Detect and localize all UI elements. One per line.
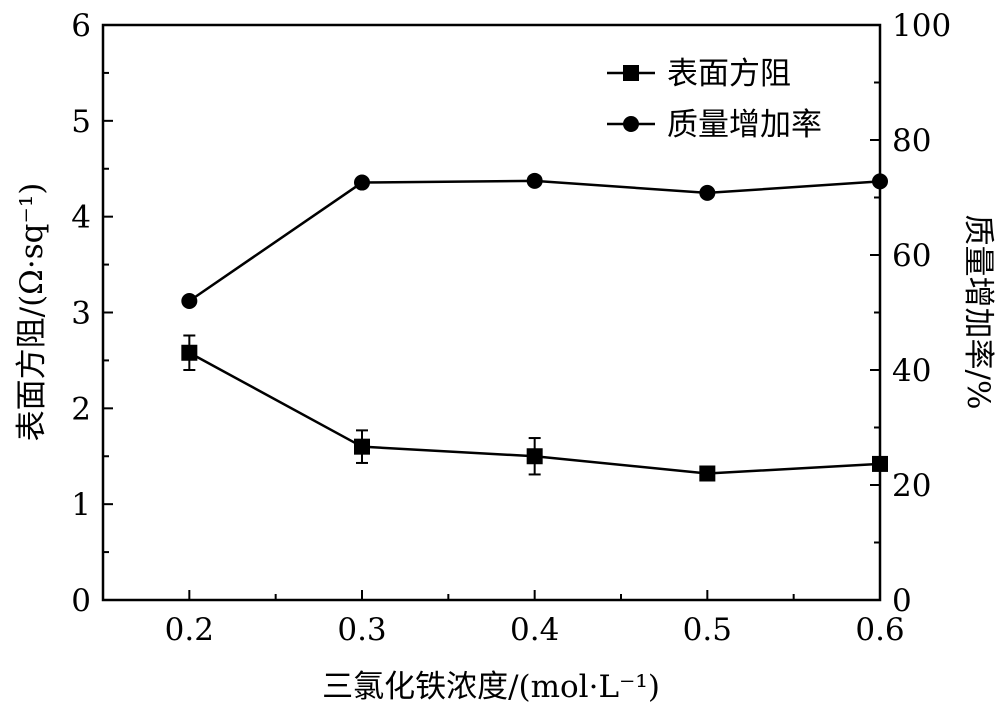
circle-data-point [699,184,716,201]
x-tick-label: 0.4 [510,612,559,648]
y-right-tick-label: 100 [892,8,951,44]
x-tick-label: 0.6 [855,612,904,648]
square-data-point [526,448,543,465]
y-right-tick-label: 60 [892,238,931,274]
legend-square-marker [623,65,639,81]
x-tick-label: 0.2 [165,612,214,648]
circle-data-point [181,293,198,309]
y-left-tick-label: 0 [71,583,91,619]
y-right-tick-label: 80 [892,123,931,159]
y-right-tick-label: 40 [892,353,931,389]
square-data-point [354,438,370,455]
y-left-tick-label: 4 [71,200,91,236]
legend-label: 表面方阻 [667,56,791,92]
legend-circle-marker [623,116,639,132]
y-left-tick-label: 6 [71,8,91,44]
square-data-point [181,344,198,361]
legend-label: 质量增加率 [667,107,822,143]
square-data-point [699,465,716,482]
y-left-tick-label: 2 [71,391,91,427]
x-axis-label: 三氯化铁浓度/(mol·L⁻¹) [322,669,660,705]
series-line-circle [188,179,881,303]
y-left-tick-label: 1 [71,487,91,523]
y-left-tick-label: 5 [71,104,91,140]
y-right-tick-label: 0 [892,583,912,619]
y-right-axis-label: 质量增加率/% [960,215,996,410]
y-left-tick-label: 3 [71,296,91,332]
circle-data-point [872,173,888,190]
square-data-point [872,455,888,472]
circle-data-point [526,172,543,189]
x-tick-label: 0.5 [683,612,732,648]
circle-data-point [354,174,370,191]
y-right-tick-label: 20 [892,468,931,504]
x-tick-label: 0.3 [337,612,386,648]
y-left-axis-label: 表面方阻/(Ω·sq⁻¹) [14,183,50,442]
series-layer [181,172,888,482]
